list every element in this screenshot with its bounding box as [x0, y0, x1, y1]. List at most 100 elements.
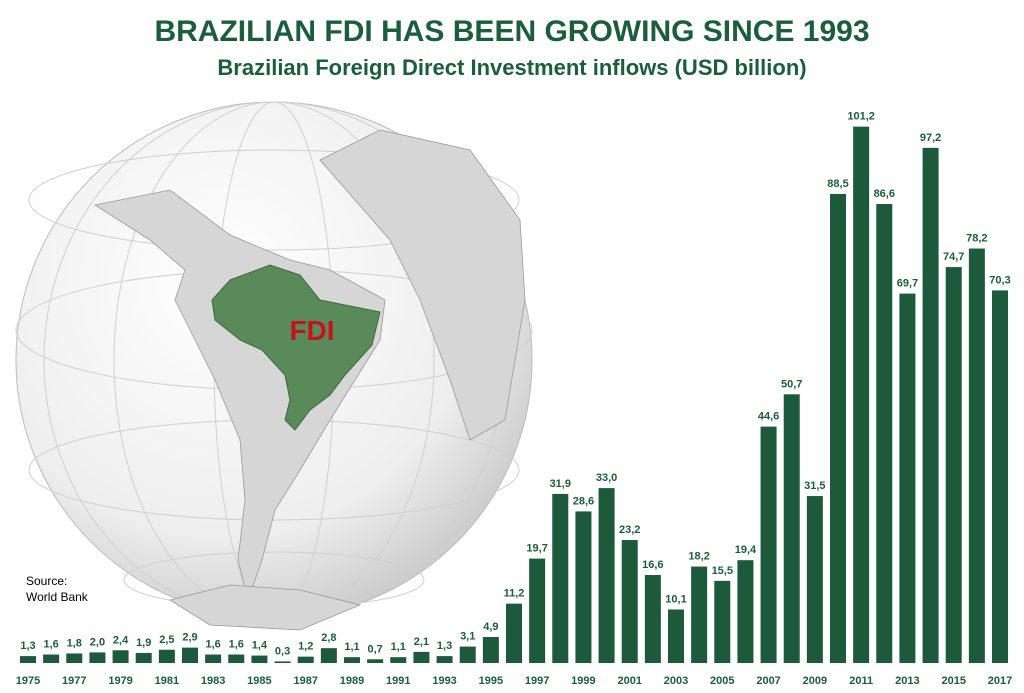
value-label: 19,7 [526, 543, 547, 555]
bar [66, 653, 83, 663]
bar [251, 655, 268, 663]
value-label: 1,6 [205, 639, 220, 651]
x-tick-label: 2007 [756, 675, 780, 687]
value-label: 10,1 [665, 593, 686, 605]
value-label: 2,8 [321, 632, 336, 644]
bar [459, 646, 476, 663]
bar [367, 659, 384, 663]
chart-title: BRAZILIAN FDI HAS BEEN GROWING SINCE 199… [154, 15, 869, 48]
value-label: 28,6 [573, 495, 594, 507]
value-label: 31,5 [804, 480, 825, 492]
bar [783, 394, 800, 663]
bar [112, 650, 129, 663]
x-tick-label: 1997 [525, 675, 549, 687]
value-label: 4,9 [483, 621, 498, 633]
value-label: 1,3 [437, 640, 452, 652]
bar [830, 193, 846, 663]
bar [945, 267, 962, 663]
value-label: 1,1 [344, 641, 359, 653]
x-tick-label: 2001 [617, 675, 641, 687]
value-label: 1,2 [298, 641, 313, 653]
value-label: 18,2 [688, 551, 709, 563]
value-label: 2,1 [414, 636, 429, 648]
value-label: 33,0 [596, 472, 617, 484]
value-label: 70,3 [989, 274, 1010, 286]
bar [89, 652, 106, 663]
value-label: 1,6 [229, 639, 244, 651]
value-label: 3,1 [460, 631, 475, 643]
bar [737, 560, 754, 663]
bar [668, 609, 684, 663]
value-label: 74,7 [943, 251, 964, 263]
bar [968, 248, 985, 664]
value-label: 101,2 [847, 111, 875, 123]
value-label: 2,4 [113, 634, 129, 646]
x-tick-label: 1995 [479, 675, 503, 687]
bar [714, 580, 731, 663]
bar [806, 496, 823, 663]
bar [529, 558, 546, 663]
x-tick-label: 1985 [247, 675, 271, 687]
x-tick-label: 2009 [803, 675, 827, 687]
value-label: 2,9 [182, 632, 197, 644]
value-label: 0,7 [367, 643, 382, 655]
bar [621, 540, 638, 663]
bar [297, 656, 314, 663]
bar [182, 647, 198, 663]
value-label: 2,5 [159, 634, 174, 646]
bar [413, 651, 430, 663]
value-label: 1,8 [67, 637, 82, 649]
bar [390, 657, 407, 663]
bar [135, 652, 152, 663]
bar [506, 603, 522, 663]
map-annotation: FDI [289, 315, 334, 346]
bar [853, 126, 870, 663]
x-tick-label: 1989 [340, 675, 364, 687]
x-tick-label: 2003 [664, 675, 688, 687]
value-label: 16,6 [642, 559, 663, 571]
x-tick-label: 2011 [849, 675, 873, 687]
bar [228, 654, 245, 663]
x-tick-label: 1993 [432, 675, 456, 687]
value-label: 97,2 [920, 132, 941, 144]
bar [482, 637, 499, 663]
bar [205, 654, 222, 663]
bar [158, 649, 175, 663]
bar [436, 656, 453, 663]
x-tick-label: 2013 [895, 675, 919, 687]
x-tick-label: 1979 [108, 675, 132, 687]
value-label: 44,6 [758, 411, 779, 423]
x-tick-label: 1975 [16, 675, 40, 687]
value-label: 15,5 [712, 565, 733, 577]
x-tick-label: 1991 [386, 675, 410, 687]
x-tick-label: 2017 [988, 675, 1012, 687]
source-text: World Bank [26, 590, 89, 604]
value-label: 31,9 [550, 478, 571, 490]
value-label: 1,1 [391, 641, 406, 653]
bar [876, 204, 893, 663]
value-label: 23,2 [619, 524, 640, 536]
bar [274, 661, 291, 663]
x-tick-label: 2005 [710, 675, 734, 687]
bar [598, 488, 615, 663]
value-label: 1,9 [136, 637, 151, 649]
bar [320, 648, 337, 663]
bar [344, 657, 360, 663]
value-label: 1,6 [43, 639, 58, 651]
value-label: 1,4 [252, 640, 268, 652]
globe: FDI [15, 101, 533, 631]
value-label: 78,2 [966, 233, 987, 245]
x-tick-label: 2015 [941, 675, 965, 687]
chart-subtitle: Brazilian Foreign Direct Investment infl… [217, 55, 806, 80]
bar [644, 575, 661, 663]
x-tick-label: 1987 [293, 675, 317, 687]
bar [575, 511, 592, 663]
bar [43, 654, 60, 663]
x-tick-label: 1977 [62, 675, 86, 687]
x-tick-label: 1999 [571, 675, 595, 687]
x-tick-label: 1983 [201, 675, 225, 687]
bar [760, 426, 777, 663]
value-label: 11,2 [504, 588, 525, 600]
x-tick-label: 1981 [155, 675, 179, 687]
bar [552, 493, 569, 663]
